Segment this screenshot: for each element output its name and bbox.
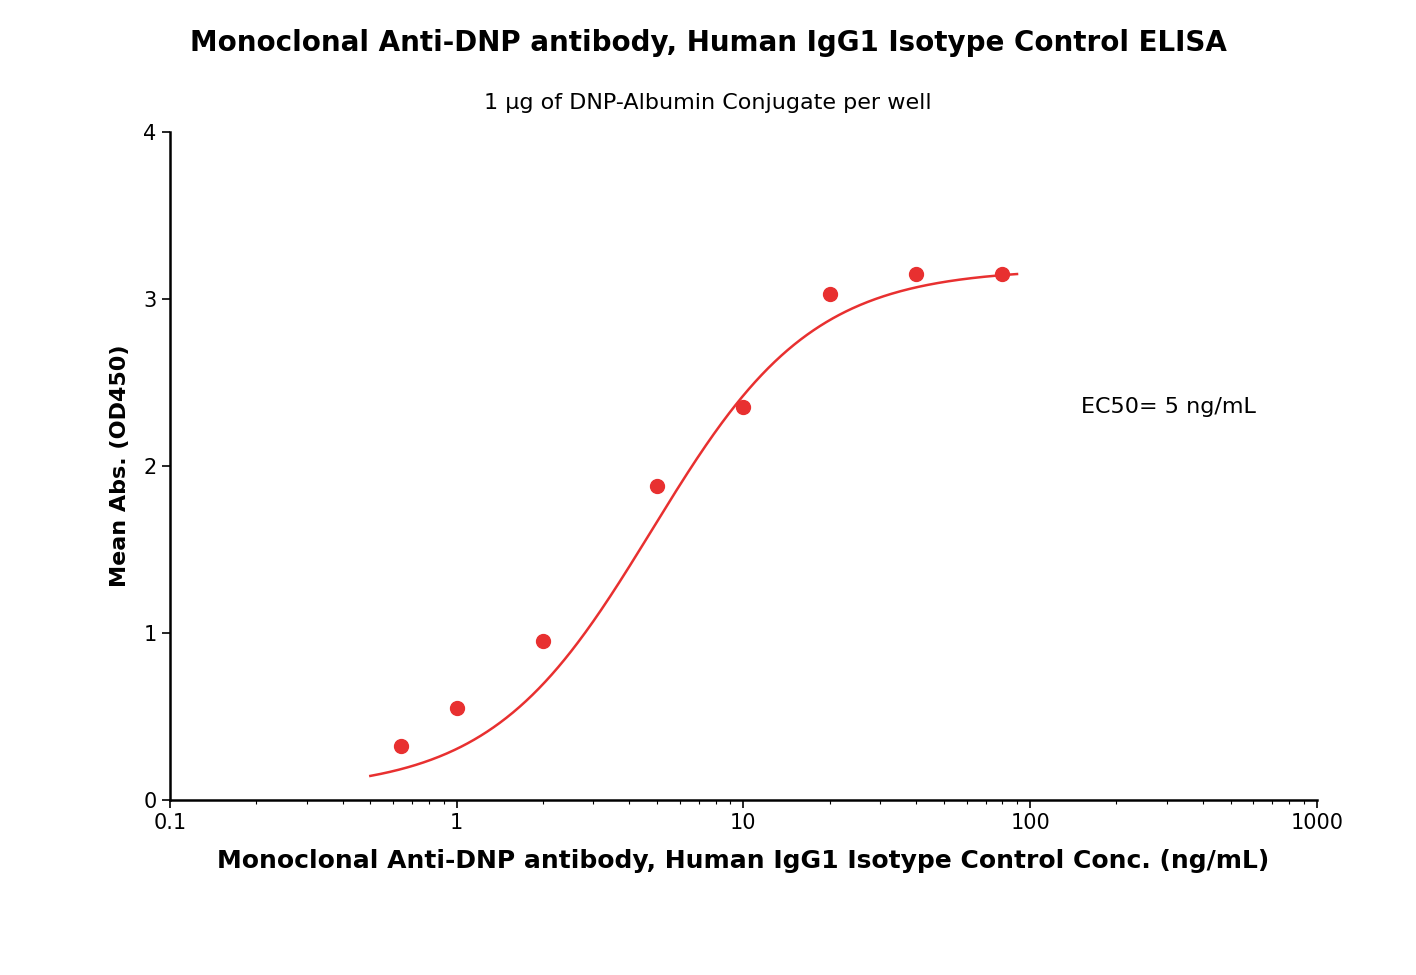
Point [732,400,755,415]
Y-axis label: Mean Abs. (OD450): Mean Abs. (OD450) [109,344,130,587]
Point [531,633,554,648]
Point [445,700,467,716]
Point [905,266,927,282]
X-axis label: Monoclonal Anti-DNP antibody, Human IgG1 Isotype Control Conc. (ng/mL): Monoclonal Anti-DNP antibody, Human IgG1… [217,849,1270,874]
Text: EC50= 5 ng/mL: EC50= 5 ng/mL [1080,397,1256,417]
Text: Monoclonal Anti-DNP antibody, Human IgG1 Isotype Control ELISA: Monoclonal Anti-DNP antibody, Human IgG1… [190,29,1226,58]
Point [818,286,841,301]
Point [389,738,412,754]
Point [991,266,1014,282]
Text: 1 μg of DNP-Albumin Conjugate per well: 1 μg of DNP-Albumin Conjugate per well [484,93,932,113]
Point [646,478,668,493]
